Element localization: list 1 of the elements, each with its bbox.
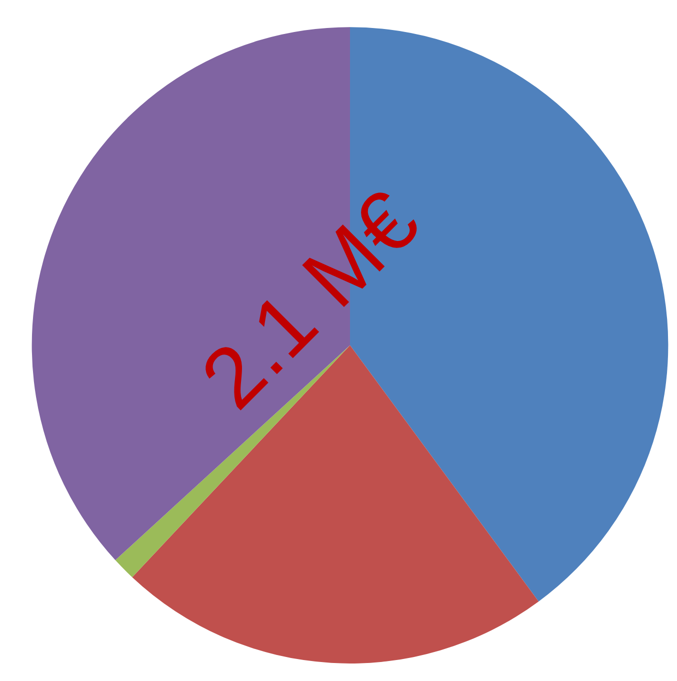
text: 2.1 M€ [183,173,437,427]
